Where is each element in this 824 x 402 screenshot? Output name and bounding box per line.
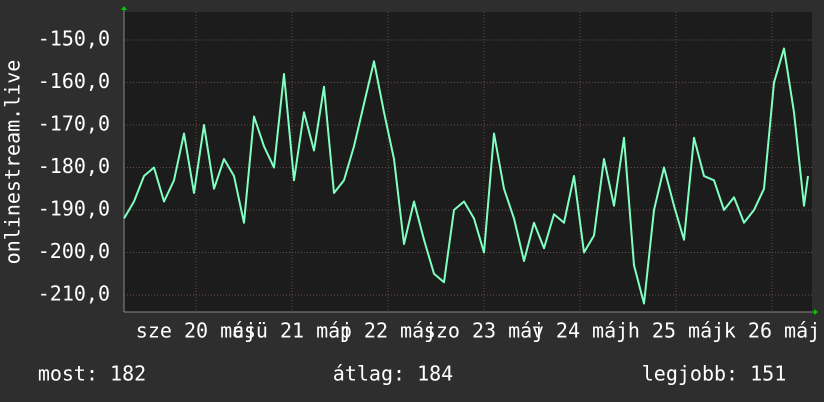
plot-area — [124, 12, 812, 312]
x-tick-label: csü 21 máj — [232, 319, 352, 343]
x-tick-label: p 22 máj — [340, 319, 436, 343]
x-tick-label: sze 20 máj — [136, 319, 256, 343]
y-tick-label: -150,0 — [38, 27, 110, 51]
stat-text: most: 182 — [38, 362, 146, 386]
axis-arrow — [121, 6, 127, 10]
y-tick-label: -200,0 — [38, 239, 110, 263]
x-tick-label: k 26 máj — [724, 319, 820, 343]
y-tick-label: -170,0 — [38, 112, 110, 136]
x-tick-label: szo 23 máj — [424, 319, 544, 343]
data-line — [123, 47, 809, 305]
axis-arrow — [814, 309, 818, 315]
x-tick-label: h 25 máj — [628, 319, 724, 343]
x-tick-label: v 24 máj — [532, 319, 628, 343]
y-tick-label: -210,0 — [38, 282, 110, 306]
y-axis-title: onlinestream.live — [1, 60, 25, 265]
stat-text: átlag: 184 — [333, 362, 453, 386]
y-tick-label: -190,0 — [38, 197, 110, 221]
y-tick-label: -160,0 — [38, 69, 110, 93]
stat-text: legjobb: 151 — [642, 362, 787, 386]
y-tick-label: -180,0 — [38, 154, 110, 178]
